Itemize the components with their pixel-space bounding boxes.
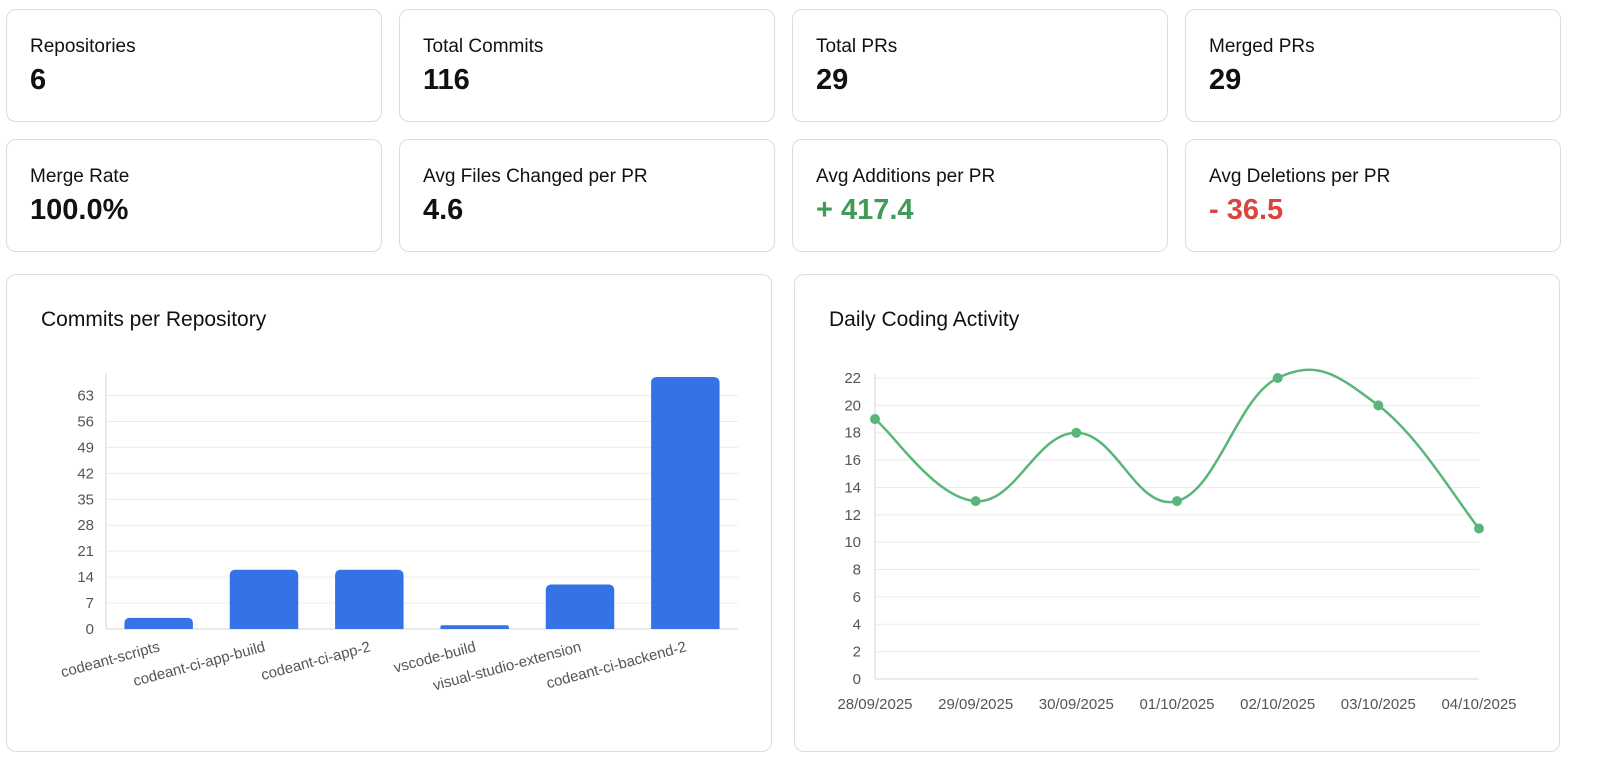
stat-label: Total Commits [423, 36, 544, 57]
stat-card-avg-additions: Avg Additions per PR + 417.4 [792, 139, 1168, 252]
data-point [1172, 496, 1182, 507]
chart-title: Daily Coding Activity [829, 308, 1020, 331]
x-tick-label: 04/10/2025 [1441, 696, 1516, 713]
data-point [870, 414, 880, 425]
stat-label: Avg Additions per PR [816, 166, 996, 187]
bar [440, 625, 509, 629]
y-tick-label: 49 [77, 439, 94, 456]
stat-value: - 36.5 [1209, 194, 1284, 226]
y-tick-label: 20 [844, 397, 861, 414]
x-tick-label: 28/09/2025 [837, 696, 912, 713]
stat-label: Merged PRs [1209, 36, 1315, 57]
bar [335, 569, 404, 629]
bar [651, 377, 720, 629]
y-tick-label: 6 [853, 589, 861, 606]
y-tick-label: 16 [844, 452, 861, 469]
commits-bar-chart: 071421283542495663codeant-scriptscodeant… [59, 373, 738, 694]
y-tick-label: 7 [86, 595, 94, 612]
stat-value: 116 [423, 64, 470, 96]
stat-value: 4.6 [423, 194, 464, 226]
x-tick-label: 29/09/2025 [938, 696, 1013, 713]
stat-value: 29 [1209, 64, 1242, 96]
daily-coding-activity-card: Daily Coding Activity 0 2 4 6 8 10 12 14 16 18 20 2… [794, 274, 1560, 752]
chart-title: Commits per Repository [41, 308, 267, 331]
stat-value: 100.0% [30, 194, 129, 226]
stat-card-total-commits: Total Commits 116 [399, 9, 775, 122]
data-point [1474, 523, 1484, 534]
y-tick-label: 14 [844, 479, 861, 496]
y-tick-label: 35 [77, 491, 94, 508]
y-tick-label: 4 [853, 616, 861, 633]
stat-card-repositories: Repositories 6 [6, 9, 382, 122]
commits-per-repository-card: Commits per Repository 0 7 14 21 28 35 42 49 56 6… [6, 274, 772, 752]
data-point [970, 496, 981, 507]
y-tick-label: 18 [844, 425, 861, 442]
data-point [1272, 373, 1283, 383]
y-tick-label: 10 [844, 534, 861, 551]
stat-value: + 417.4 [816, 194, 914, 226]
x-tick-label: 01/10/2025 [1139, 696, 1214, 713]
x-tick-label: 02/10/2025 [1240, 696, 1315, 713]
stat-card-avg-deletions: Avg Deletions per PR - 36.5 [1185, 139, 1561, 252]
y-tick-label: 0 [853, 671, 861, 688]
y-tick-label: 22 [844, 370, 861, 387]
y-tick-label: 2 [853, 644, 861, 661]
stat-label: Avg Files Changed per PR [423, 166, 648, 187]
y-tick-label: 0 [86, 621, 94, 638]
y-tick-label: 42 [77, 465, 94, 482]
stat-value: 29 [816, 64, 849, 96]
data-point [1071, 427, 1082, 438]
data-point [1373, 400, 1384, 411]
y-tick-label: 28 [77, 517, 94, 534]
stat-value: 6 [30, 64, 47, 96]
stat-label: Repositories [30, 36, 136, 57]
activity-line-chart: 0 2 4 6 8 10 12 14 16 18 20 22 28/09/2025 29/09/2025 3… [837, 368, 1517, 713]
y-tick-label: 14 [77, 569, 94, 586]
stat-card-merge-rate: Merge Rate 100.0% [6, 139, 382, 252]
stat-label: Avg Deletions per PR [1209, 166, 1391, 187]
stat-label: Merge Rate [30, 166, 130, 187]
bar [229, 569, 299, 629]
bar [124, 617, 193, 629]
x-tick-label: 03/10/2025 [1341, 696, 1416, 713]
bar [545, 584, 615, 629]
stat-card-merged-prs: Merged PRs 29 [1185, 9, 1561, 122]
x-tick-label: codeant-ci-app-2 [259, 638, 372, 684]
x-tick-label: 30/09/2025 [1039, 696, 1114, 713]
stat-label: Total PRs [816, 36, 898, 57]
y-tick-label: 8 [853, 562, 861, 579]
stat-card-avg-files-changed: Avg Files Changed per PR 4.6 [399, 139, 775, 252]
y-tick-label: 12 [844, 507, 861, 524]
y-tick-label: 63 [77, 388, 94, 405]
y-tick-label: 56 [77, 413, 94, 430]
stat-card-total-prs: Total PRs 29 [792, 9, 1168, 122]
y-tick-label: 21 [77, 543, 94, 560]
